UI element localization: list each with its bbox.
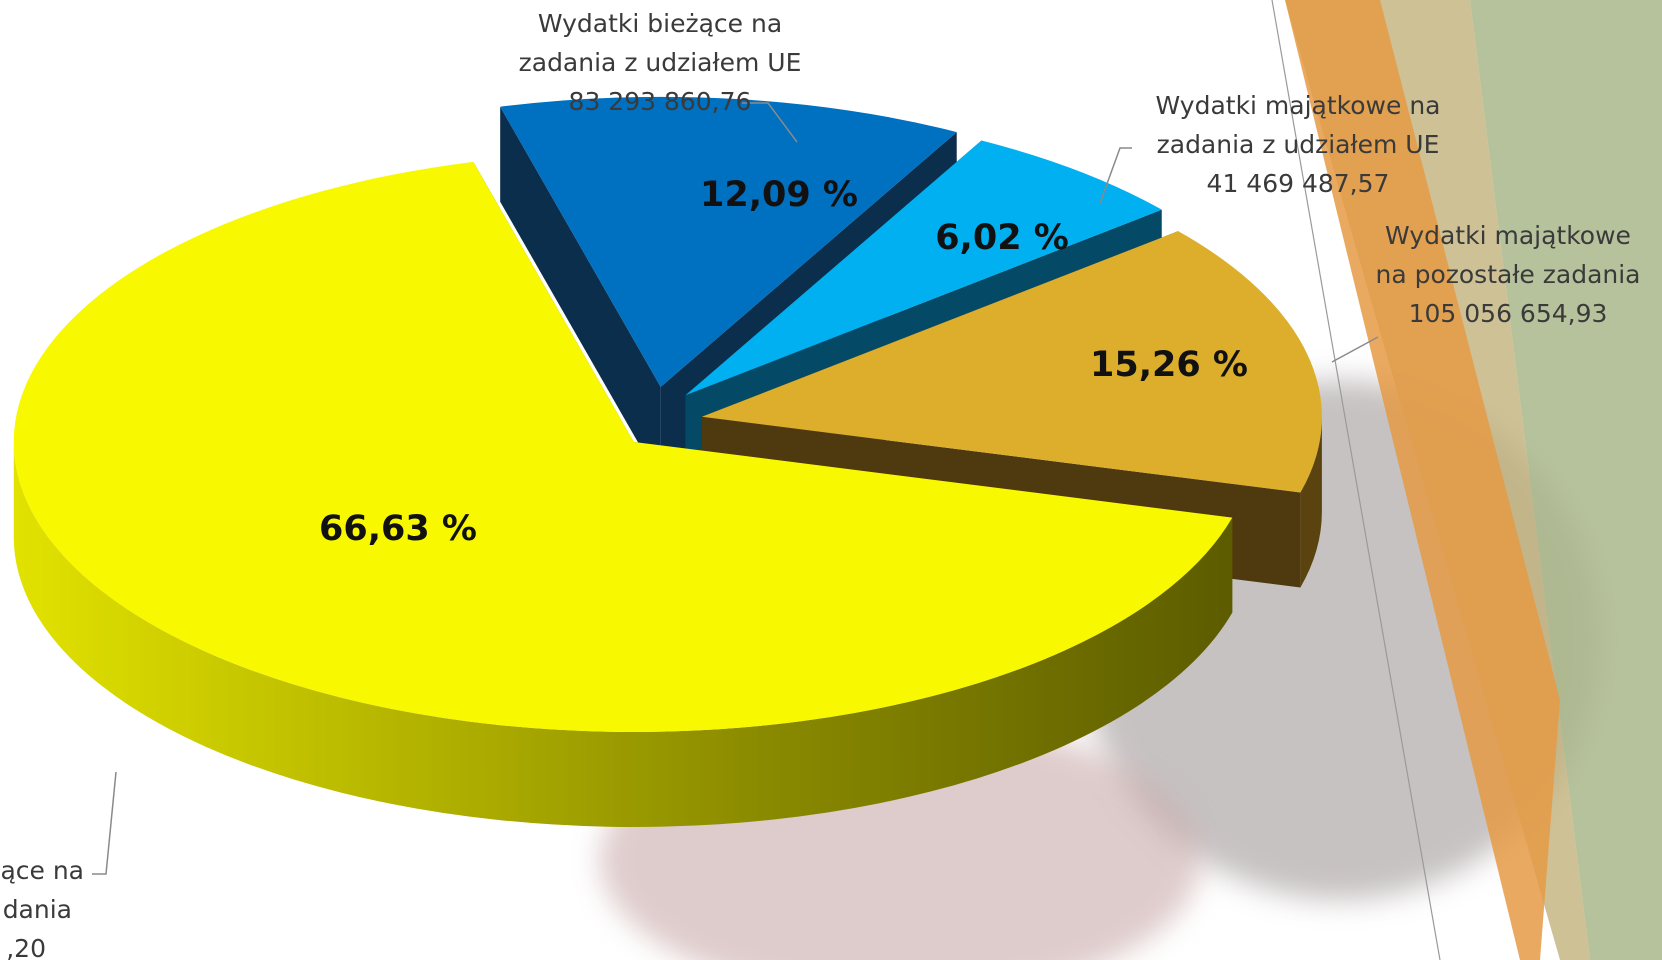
labels: 12,09 % 6,02 % 15,26 % 66,63 % Wydatki bieżą…	[0, 9, 1640, 960]
category-label: dania	[3, 895, 72, 924]
category-label: ące na	[0, 856, 84, 885]
bg-stripe	[1285, 0, 1560, 960]
leader-line	[742, 102, 798, 143]
slice-top	[701, 231, 1322, 493]
category-label: zadania z udziałem UE	[1157, 130, 1440, 159]
leader-line	[1331, 336, 1379, 363]
slice-top	[685, 140, 1162, 396]
slice-wall	[500, 106, 661, 482]
category-label: ,20	[6, 934, 46, 960]
value-label: 66,63 %	[319, 509, 477, 549]
bg-stripe	[1470, 0, 1662, 960]
slice-top	[500, 96, 957, 387]
slice	[13, 161, 1233, 827]
category-label: Wydatki bieżące na	[538, 9, 782, 38]
leaders	[92, 102, 1379, 875]
pie	[13, 96, 1322, 827]
slice-side	[1300, 416, 1322, 588]
bg-line	[1271, 0, 1441, 960]
category-label: 41 469 487,57	[1207, 169, 1390, 198]
leader-line	[92, 771, 117, 875]
category-label: Wydatki majątkowe	[1385, 221, 1631, 250]
category-label: 83 293 860,76	[569, 87, 752, 116]
value-label: 12,09 %	[700, 175, 858, 215]
value-label: 6,02 %	[935, 218, 1069, 258]
category-label: 105 056 654,93	[1409, 299, 1608, 328]
category-label: Wydatki majątkowe na	[1156, 91, 1441, 120]
category-label: na pozostałe zadania	[1375, 260, 1640, 289]
leader-line	[1099, 147, 1132, 204]
slice-top	[13, 161, 1233, 732]
category-label: zadania z udziałem UE	[519, 48, 802, 77]
slice-side	[13, 441, 1233, 827]
value-label: 15,26 %	[1090, 345, 1248, 385]
